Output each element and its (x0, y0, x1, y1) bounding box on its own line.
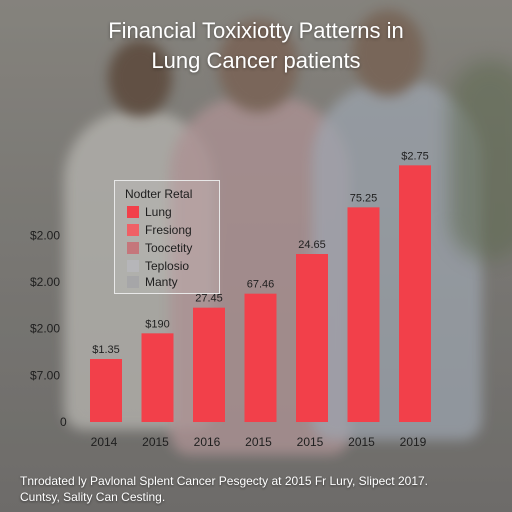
bar-0 (90, 359, 122, 422)
legend-label: Toocetity (145, 241, 193, 255)
legend-swatch (127, 242, 139, 254)
bar-2 (193, 307, 225, 422)
bar-value-label-6: $2.75 (401, 150, 429, 162)
x-tick-label-3: 2015 (245, 435, 272, 449)
bar-value-label-3: 67.46 (247, 279, 275, 291)
legend-label: Lung (145, 205, 172, 219)
bar-1 (141, 333, 174, 422)
bar-value-label-2: 27.45 (195, 293, 223, 305)
background-plant (450, 60, 512, 260)
footnote-line-2: Cuntsy, Sality Can Cesting. (20, 490, 166, 504)
bar-value-label-5: 75.25 (350, 192, 378, 204)
y-tick-label-4: 0 (60, 415, 67, 429)
chart-legend: Nodter Retal Lung Fresiong Toocetity Tep… (114, 180, 220, 294)
x-tick-label-4: 2015 (297, 435, 324, 449)
legend-title: Nodter Retal (125, 187, 193, 201)
legend-swatch (127, 276, 139, 288)
x-tick-label-2: 2016 (194, 435, 221, 449)
y-tick-label-3: $7.00 (30, 368, 60, 382)
bar-5 (347, 207, 380, 422)
legend-label: Manty (145, 275, 178, 289)
x-tick-label-0: 2014 (91, 435, 118, 449)
bar-value-label-4: 24.65 (298, 239, 326, 251)
y-tick-label-1: $2.00 (30, 275, 60, 289)
chart-subtitle: Lung Cancer patients (151, 48, 361, 73)
bar-4 (296, 254, 328, 422)
y-tick-label-0: $2.00 (30, 228, 60, 242)
legend-label: Fresiong (145, 223, 192, 237)
bar-3 (244, 293, 277, 422)
background-person-center-head (218, 20, 298, 112)
x-tick-label-1: 2015 (142, 435, 169, 449)
legend-swatch (127, 206, 139, 218)
chart-title: Financial Toxixiotty Patterns in (108, 18, 404, 43)
x-tick-label-6: 2019 (400, 435, 427, 449)
bar-6 (399, 165, 431, 423)
x-tick-label-5: 2015 (348, 435, 375, 449)
legend-swatch (127, 260, 139, 272)
background-person-left-head (108, 40, 172, 116)
background-person-right-head (352, 10, 424, 96)
footnote-line-1: Tnrodated ly Pavlonal Splent Cancer Pesg… (20, 474, 429, 488)
bar-value-label-0: $1.35 (92, 344, 120, 356)
legend-label: Teplosio (145, 259, 190, 273)
y-tick-label-2: $2.00 (30, 322, 60, 336)
legend-swatch (127, 224, 139, 236)
bar-value-label-1: $190 (145, 318, 169, 330)
